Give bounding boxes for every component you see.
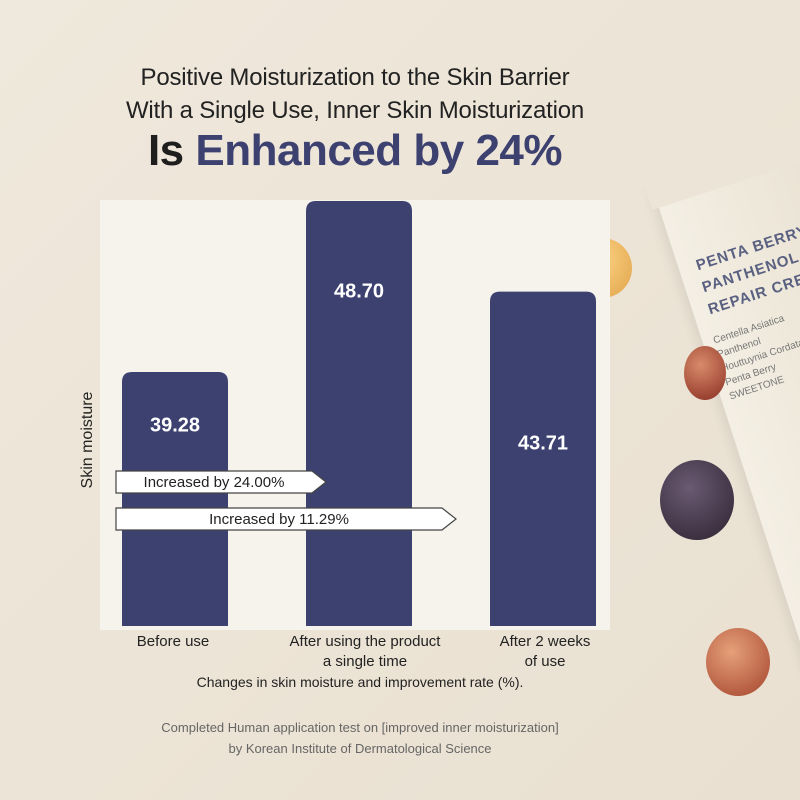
category-label-line: After 2 weeks bbox=[499, 633, 591, 650]
title-emphasis: Enhanced by 24% bbox=[195, 126, 563, 175]
category-label-line: a single time bbox=[322, 653, 408, 670]
title-line-1: Positive Moisturization to the Skin Barr… bbox=[140, 64, 570, 91]
red-berry-image bbox=[684, 346, 726, 400]
footer-line-2: by Korean Institute of Dermatological Sc… bbox=[228, 741, 492, 756]
category-label-single: After using the product a single time bbox=[270, 632, 460, 672]
category-label-2weeks: After 2 weeks of use bbox=[480, 632, 610, 672]
category-label-line: Before use bbox=[136, 633, 210, 650]
orange-berry-image bbox=[706, 628, 770, 696]
category-label-before: Before use bbox=[114, 632, 232, 652]
annotation-label: Increased by 11.29% bbox=[209, 511, 349, 528]
annotation-label: Increased by 24.00% bbox=[144, 474, 285, 491]
value-label: 43.71 bbox=[518, 432, 568, 454]
value-label: 48.70 bbox=[334, 280, 384, 302]
annotation-arrow bbox=[115, 507, 457, 531]
category-label-line: After using the product bbox=[289, 633, 441, 650]
title-headline: Is Enhanced by 24% bbox=[0, 126, 710, 176]
title-prefix: Is bbox=[147, 126, 184, 175]
bar bbox=[122, 372, 228, 626]
y-axis-label: Skin moisture bbox=[79, 391, 96, 489]
x-axis-caption: Changes in skin moisture and improvement… bbox=[196, 674, 524, 690]
footer-line-1: Completed Human application test on [imp… bbox=[161, 720, 559, 735]
blackberry-image bbox=[660, 460, 734, 540]
bar bbox=[490, 291, 596, 626]
title-line-2: With a Single Use, Inner Skin Moisturiza… bbox=[125, 97, 585, 124]
category-label-line: of use bbox=[524, 653, 566, 670]
bar bbox=[306, 201, 412, 626]
value-label: 39.28 bbox=[150, 414, 200, 436]
annotation-arrow bbox=[115, 470, 327, 494]
